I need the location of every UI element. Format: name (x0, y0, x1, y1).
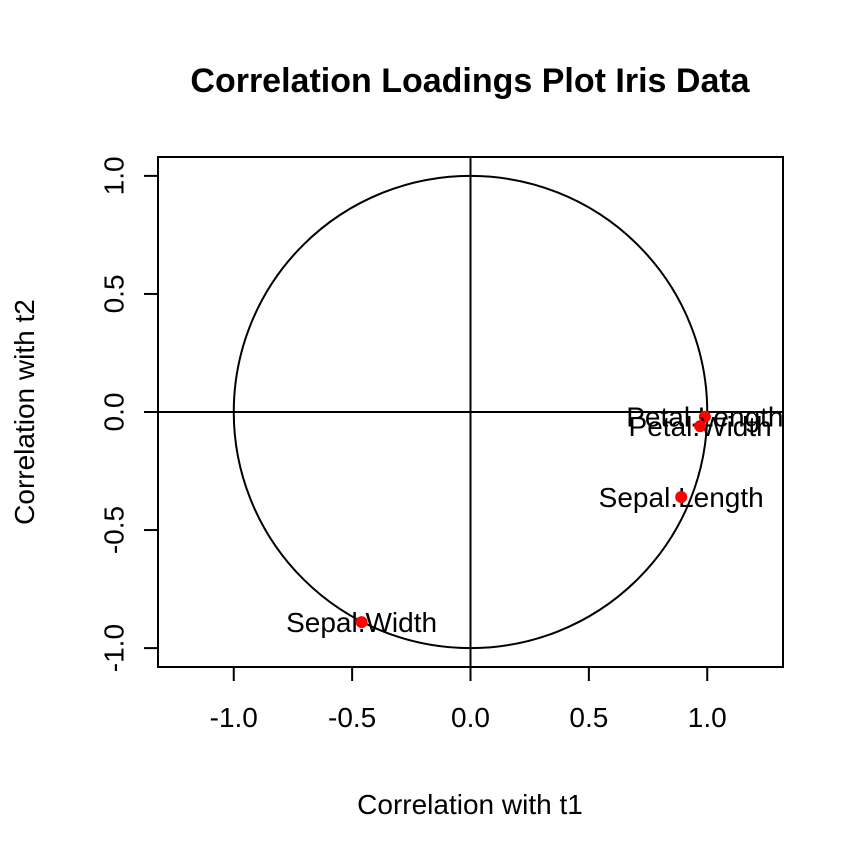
plot-area: -1.0-0.50.00.51.0-1.0-0.50.00.51.0Sepal.… (99, 156, 784, 733)
data-point (675, 491, 688, 503)
y-tick-label: 1.0 (99, 156, 130, 195)
y-tick-label: 0.5 (99, 274, 130, 313)
x-axis-label: Correlation with t1 (357, 789, 583, 820)
x-tick-label: -1.0 (210, 702, 258, 733)
x-tick-label: 0.0 (451, 702, 490, 733)
x-tick-label: 0.5 (569, 702, 608, 733)
data-point (698, 410, 711, 423)
y-axis-label: Correlation with t2 (9, 299, 40, 525)
y-tick-label: -0.5 (99, 506, 130, 554)
data-point (694, 420, 707, 433)
x-tick-label: 1.0 (688, 702, 727, 733)
chart-title: Correlation Loadings Plot Iris Data (190, 62, 750, 100)
data-point (355, 616, 368, 629)
y-tick-label: -1.0 (99, 624, 130, 672)
y-tick-label: 0.0 (99, 393, 130, 432)
x-tick-label: -0.5 (328, 702, 376, 733)
